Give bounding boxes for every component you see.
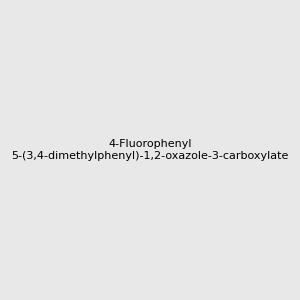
Text: 4-Fluorophenyl 5-(3,4-dimethylphenyl)-1,2-oxazole-3-carboxylate: 4-Fluorophenyl 5-(3,4-dimethylphenyl)-1,…	[11, 139, 289, 161]
